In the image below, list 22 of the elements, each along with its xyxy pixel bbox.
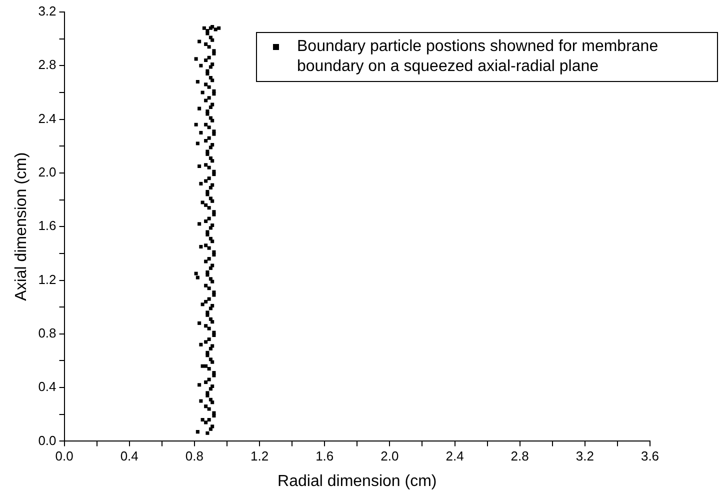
y-tick-label: 0.8 bbox=[38, 325, 56, 340]
y-tick-label: 3.2 bbox=[38, 4, 56, 19]
y-tick-label: 1.2 bbox=[38, 272, 56, 287]
x-axis-title: Radial dimension (cm) bbox=[278, 472, 437, 490]
y-tick-label: 1.6 bbox=[38, 218, 56, 234]
y-tick-label: 2.8 bbox=[38, 57, 56, 72]
x-tick-label: 1.6 bbox=[316, 448, 334, 464]
x-tick-label: 0.4 bbox=[120, 448, 138, 464]
x-tick-label: 3.2 bbox=[576, 448, 594, 464]
y-tick-label: 0.4 bbox=[38, 379, 56, 394]
y-axis-title: Axial dimension (cm) bbox=[13, 152, 30, 301]
y-tick-label: 2.4 bbox=[38, 110, 56, 126]
x-tick-label: 2.8 bbox=[510, 448, 529, 464]
x-tick-label: 1.2 bbox=[250, 448, 269, 464]
x-tick-label: 0.0 bbox=[55, 448, 74, 464]
y-tick-label: 0.0 bbox=[38, 432, 56, 448]
legend-label: Boundary particle postions showned for membrane boundary on a squeezed axial-radial plane bbox=[297, 37, 660, 77]
x-tick-label: 0.8 bbox=[185, 448, 204, 464]
x-tick-label: 2.0 bbox=[380, 448, 399, 464]
y-tick-label: 2.0 bbox=[38, 164, 56, 180]
x-tick-label: 2.4 bbox=[446, 448, 464, 464]
x-tick-label: 3.6 bbox=[640, 448, 660, 464]
